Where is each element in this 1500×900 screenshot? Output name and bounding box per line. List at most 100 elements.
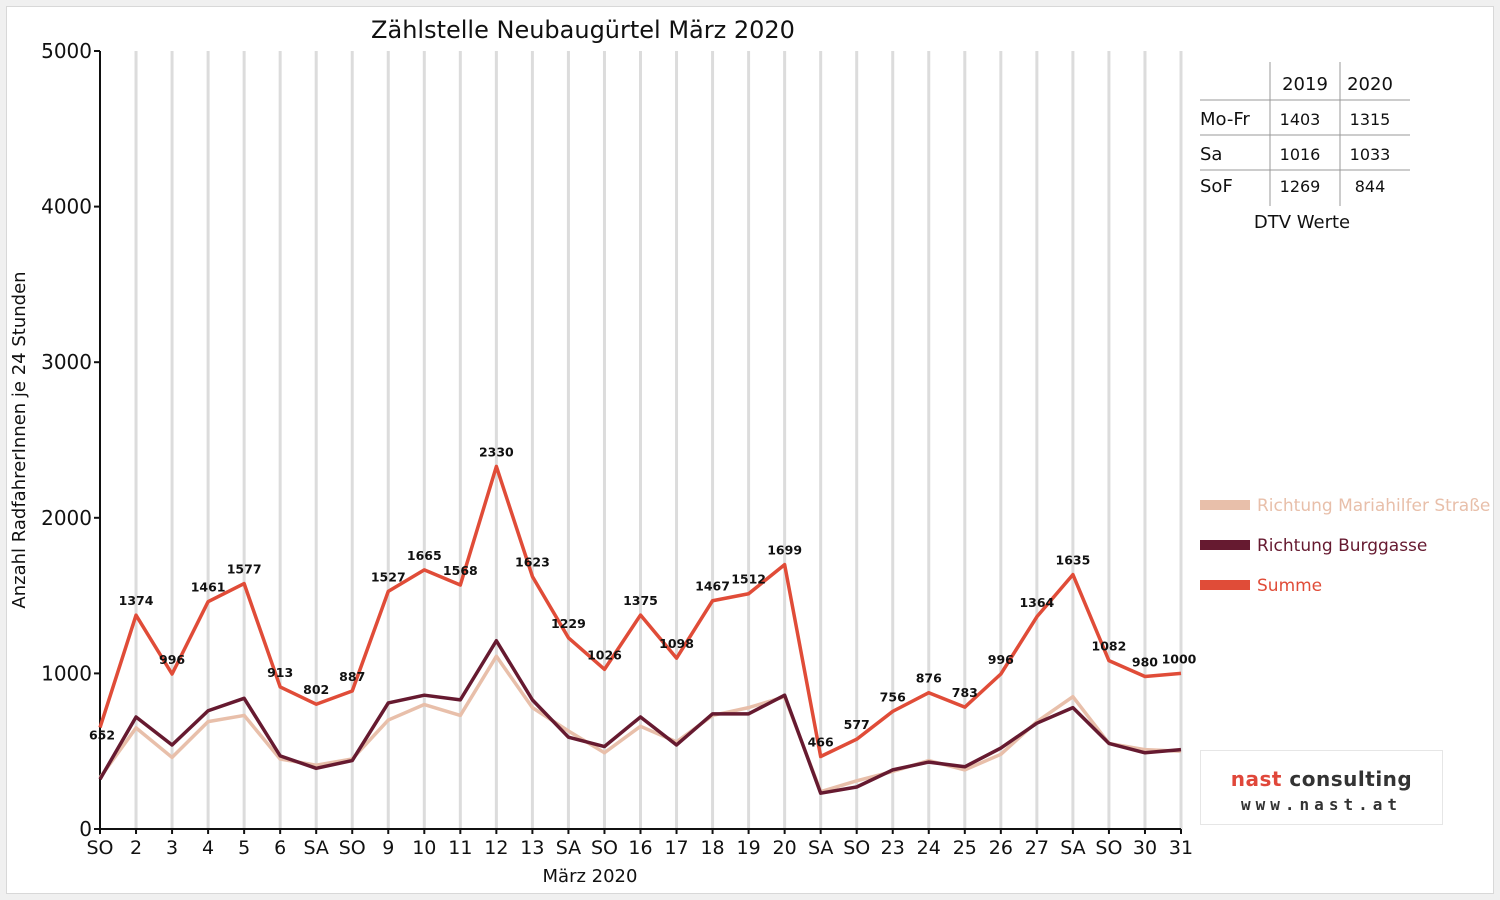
x-tick-label: 17 [664,837,688,859]
x-tick-label: 31 [1169,837,1193,859]
data-label: 1461 [191,580,226,595]
logo-brand-part1: nast [1230,767,1282,791]
data-label: 996 [988,652,1014,667]
legend: Richtung Mariahilfer Straße Richtung Bur… [1200,496,1490,596]
x-tick-label: 10 [412,837,436,859]
data-label: 783 [952,685,978,700]
logo-brand-part2: consulting [1281,767,1413,791]
y-tick-label: 5000 [41,39,92,63]
data-label: 1699 [767,543,802,558]
x-tick-label: 9 [382,837,394,859]
data-label: 466 [808,734,834,749]
series-line [98,638,1182,795]
data-label: 1026 [587,647,622,662]
x-tick-label: 13 [520,837,544,859]
x-tick-label: 30 [1133,837,1157,859]
x-tick-label: 11 [448,837,472,859]
x-tick-label: SO [591,837,618,859]
data-label: 887 [339,669,365,684]
table-header-2019: 2019 [1282,74,1328,95]
legend-label-burggasse: Richtung Burggasse [1257,536,1427,556]
data-label: 1568 [443,563,478,578]
x-tick-label: 2 [130,837,142,859]
table-row-label: Sa [1200,144,1222,165]
legend-label-mariahilfer: Richtung Mariahilfer Straße [1257,496,1490,516]
series-line [98,654,1182,794]
x-tick-label: 23 [881,837,905,859]
x-tick-label: SO [86,837,113,859]
series-layer [98,464,1182,795]
y-tick-label: 0 [79,817,92,841]
data-label: 756 [880,689,906,704]
data-label: 1467 [695,579,730,594]
data-label: 1635 [1056,553,1091,568]
x-tick-label: 27 [1025,837,1049,859]
data-label: 1527 [371,569,406,584]
table-cell: 1269 [1280,177,1321,196]
y-tick-label: 2000 [41,506,92,530]
x-tick-label: 6 [274,837,286,859]
legend-label-summe: Summe [1257,576,1322,596]
data-label: 802 [303,682,329,697]
table-caption: DTV Werte [1254,212,1350,233]
table-cell: 844 [1355,177,1386,196]
data-label: 1098 [659,636,694,651]
data-label: 1082 [1092,639,1127,654]
y-tick-label: 1000 [41,661,92,685]
data-label: 1229 [551,616,586,631]
x-tick-label: SA [1060,837,1085,859]
table-header-2020: 2020 [1347,74,1393,95]
x-tick-label: 4 [202,837,214,859]
y-tick-label: 3000 [41,350,92,374]
data-label: 876 [916,671,942,686]
x-tick-label: SO [1095,837,1122,859]
x-tick-label: 24 [917,837,941,859]
x-tick-label: SO [339,837,366,859]
data-label: 1375 [623,593,658,608]
table-cell: 1016 [1280,145,1321,164]
data-label: 980 [1132,655,1158,670]
data-label: 652 [89,728,115,743]
data-label: 1364 [1019,595,1054,610]
x-tick-label: 5 [238,837,250,859]
x-tick-label: 12 [484,837,508,859]
grid-layer [134,51,1183,829]
data-label: 1665 [407,548,442,563]
dtv-table: 2019 2020 Mo-Fr 1403 1315 Sa 1016 1033 S… [1200,62,1410,233]
x-tick-label: 16 [628,837,652,859]
x-tick-label: 18 [700,837,724,859]
x-axis-label: März 2020 [543,866,638,887]
chart-title: Zählstelle Neubaugürtel März 2020 [371,16,795,44]
x-tick-label: SA [808,837,833,859]
legend-swatch-burggasse [1200,540,1250,550]
data-label: 1374 [119,593,154,608]
data-label: 1623 [515,554,550,569]
data-label: 996 [159,652,185,667]
x-tick-label: 19 [737,837,761,859]
table-cell: 1403 [1280,110,1321,129]
legend-swatch-summe [1200,580,1250,590]
y-axis-label: Anzahl RadfahrerInnen je 24 Stunden [9,271,30,608]
data-label: 2330 [479,444,514,459]
x-tick-label: 3 [166,837,178,859]
table-row-label: Mo-Fr [1200,109,1250,130]
x-tick-label: 25 [953,837,977,859]
table-cell: 1033 [1350,145,1391,164]
x-tick-label: SA [303,837,328,859]
x-tick-label: SA [556,837,581,859]
x-tick-label: SO [843,837,870,859]
x-tick-label: 20 [773,837,797,859]
x-tick-label: 26 [989,837,1013,859]
series-line [98,464,1182,759]
table-row-label: SoF [1200,176,1233,197]
logo-brand: nast consulting [1201,767,1442,791]
table-cell: 1315 [1350,110,1391,129]
data-label: 577 [844,717,870,732]
logo-url: www.nast.at [1241,795,1402,814]
y-tick-label: 4000 [41,195,92,219]
legend-swatch-mariahilfer [1200,500,1250,510]
nast-consulting-logo: nast consulting www.nast.at [1200,750,1443,825]
